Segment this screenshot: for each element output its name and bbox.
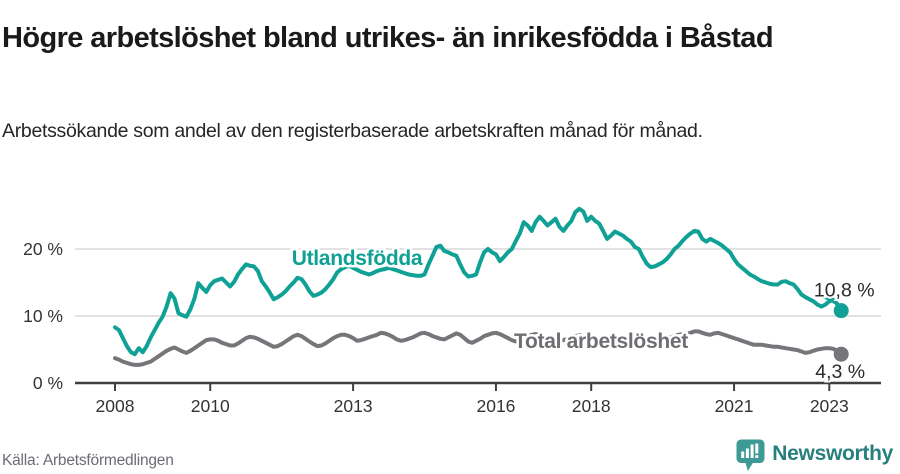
series-line-utlandsfodda xyxy=(113,206,844,357)
series-end-dot xyxy=(833,346,849,362)
source-note: Källa: Arbetsförmedlingen xyxy=(2,452,174,469)
y-tick-label: 0 % xyxy=(33,373,63,393)
brand-logo: Newsworthy xyxy=(736,438,893,472)
y-tick-label: 10 % xyxy=(23,306,63,326)
newsworthy-barchart-pin-icon xyxy=(736,439,765,471)
chart-area: 0 % 10 % 20 % 2008 2010 2013 2016 2018 2021 2023 U… xyxy=(0,183,900,433)
series-line-total xyxy=(113,329,844,367)
x-tick-label: 2008 xyxy=(96,396,135,416)
brand-name: Newsworthy xyxy=(772,441,893,465)
chart-svg: 0 % 10 % 20 % 2008 2010 2013 2016 2018 2021 2023 U… xyxy=(23,206,881,416)
x-tick-label: 2010 xyxy=(191,396,230,416)
series-label-utlandsfodda: Utlandsfödda xyxy=(292,247,423,270)
value-label: 10,8 % xyxy=(814,280,875,302)
page-subtitle: Arbetssökande som andel av den registerb… xyxy=(2,119,703,142)
x-tick-label: 2018 xyxy=(572,396,611,416)
x-tick-label: 2016 xyxy=(476,396,515,416)
page-title: Högre arbetslöshet bland utrikes- än inr… xyxy=(2,22,774,55)
value-label: 4,3 % xyxy=(815,361,865,383)
x-tick-label: 2013 xyxy=(334,396,373,416)
x-tick-label: 2023 xyxy=(810,396,849,416)
x-tick-label: 2021 xyxy=(715,396,754,416)
series-end-dot xyxy=(833,303,849,319)
y-tick-label: 20 % xyxy=(23,239,63,259)
series-label-total: Total arbetslöshet xyxy=(514,330,688,353)
